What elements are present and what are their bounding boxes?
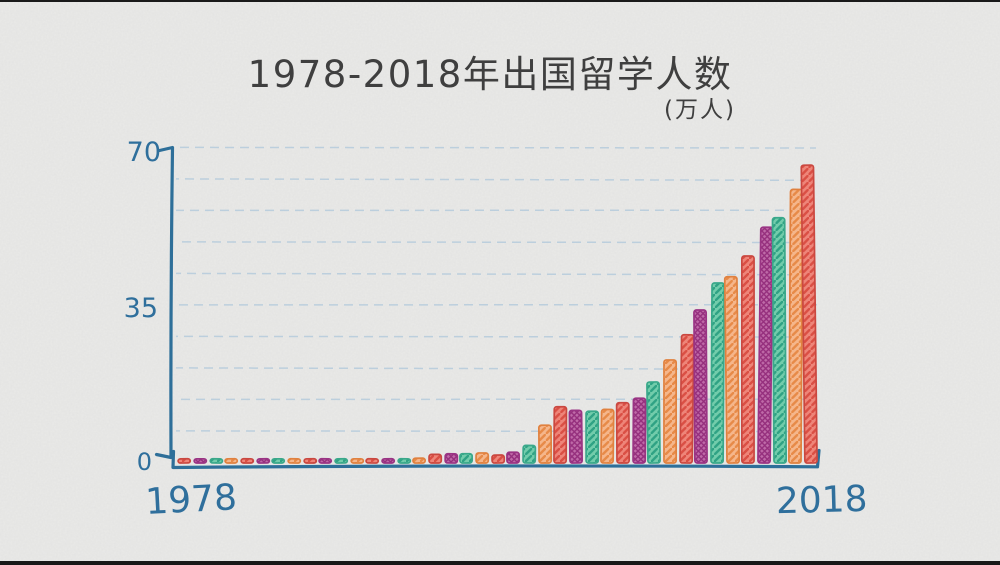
bar-2017 [788,188,804,464]
bar-1991 [381,457,396,464]
y-axis-line [154,145,175,460]
x-tick-1978: 1978 [144,477,238,523]
bar-1982 [240,457,255,464]
gridline [175,430,816,433]
bar-1978 [177,457,192,464]
gridline [175,367,817,371]
y-tick-70: 70 [127,137,161,168]
bar-1990 [365,457,380,464]
bar-1998 [491,454,506,464]
bar-1992 [397,457,412,464]
bar-2013 [723,275,741,464]
bar-1989 [350,457,365,464]
bar-2018 [800,164,818,464]
bar-1988 [334,457,349,464]
bar-2001 [538,424,553,464]
letterbox-top [0,0,1000,2]
bar-1983 [256,457,271,464]
unit-label: (万人) [664,97,736,123]
bar-2006 [615,401,631,464]
y-tick-0: 0 [137,448,152,476]
bar-2003 [568,409,584,464]
bar-1985 [287,457,302,464]
bar-2005 [600,408,615,464]
bar-1984 [271,457,286,464]
bar-2012 [710,282,726,464]
gridline [175,241,812,244]
bar-2016 [771,216,788,464]
x-tick-2018: 2018 [775,479,868,522]
bar-2014 [741,255,755,464]
bar-2007 [632,397,647,464]
gridline [175,335,814,338]
letterbox-bottom [0,561,1000,565]
bar-1994 [428,453,443,464]
chart-title: 1978-2018年出国留学人数 [247,53,733,96]
bar-1997 [475,452,490,464]
bar-1979 [193,457,208,464]
bar-2004 [585,410,600,464]
gridline [175,272,815,276]
bar-1996 [459,452,474,464]
bar-2002 [553,405,568,464]
bar-1981 [224,457,239,464]
y-tick-35: 35 [124,293,158,324]
bar-1986 [303,457,318,464]
x-axis-line [171,448,821,470]
bar-1995 [444,452,459,464]
bar-2009 [663,359,678,464]
bar-2000 [522,444,537,464]
gridline [175,146,817,149]
gridline [175,178,813,182]
bar-2008 [646,381,661,464]
bar-2011 [693,309,708,464]
bars [177,164,818,464]
bar-2010 [679,333,695,464]
bar-1993 [412,457,427,464]
bar-1999 [506,451,521,464]
bar-1987 [318,457,333,464]
bar-2015 [757,226,774,464]
bar-1980 [209,457,224,464]
